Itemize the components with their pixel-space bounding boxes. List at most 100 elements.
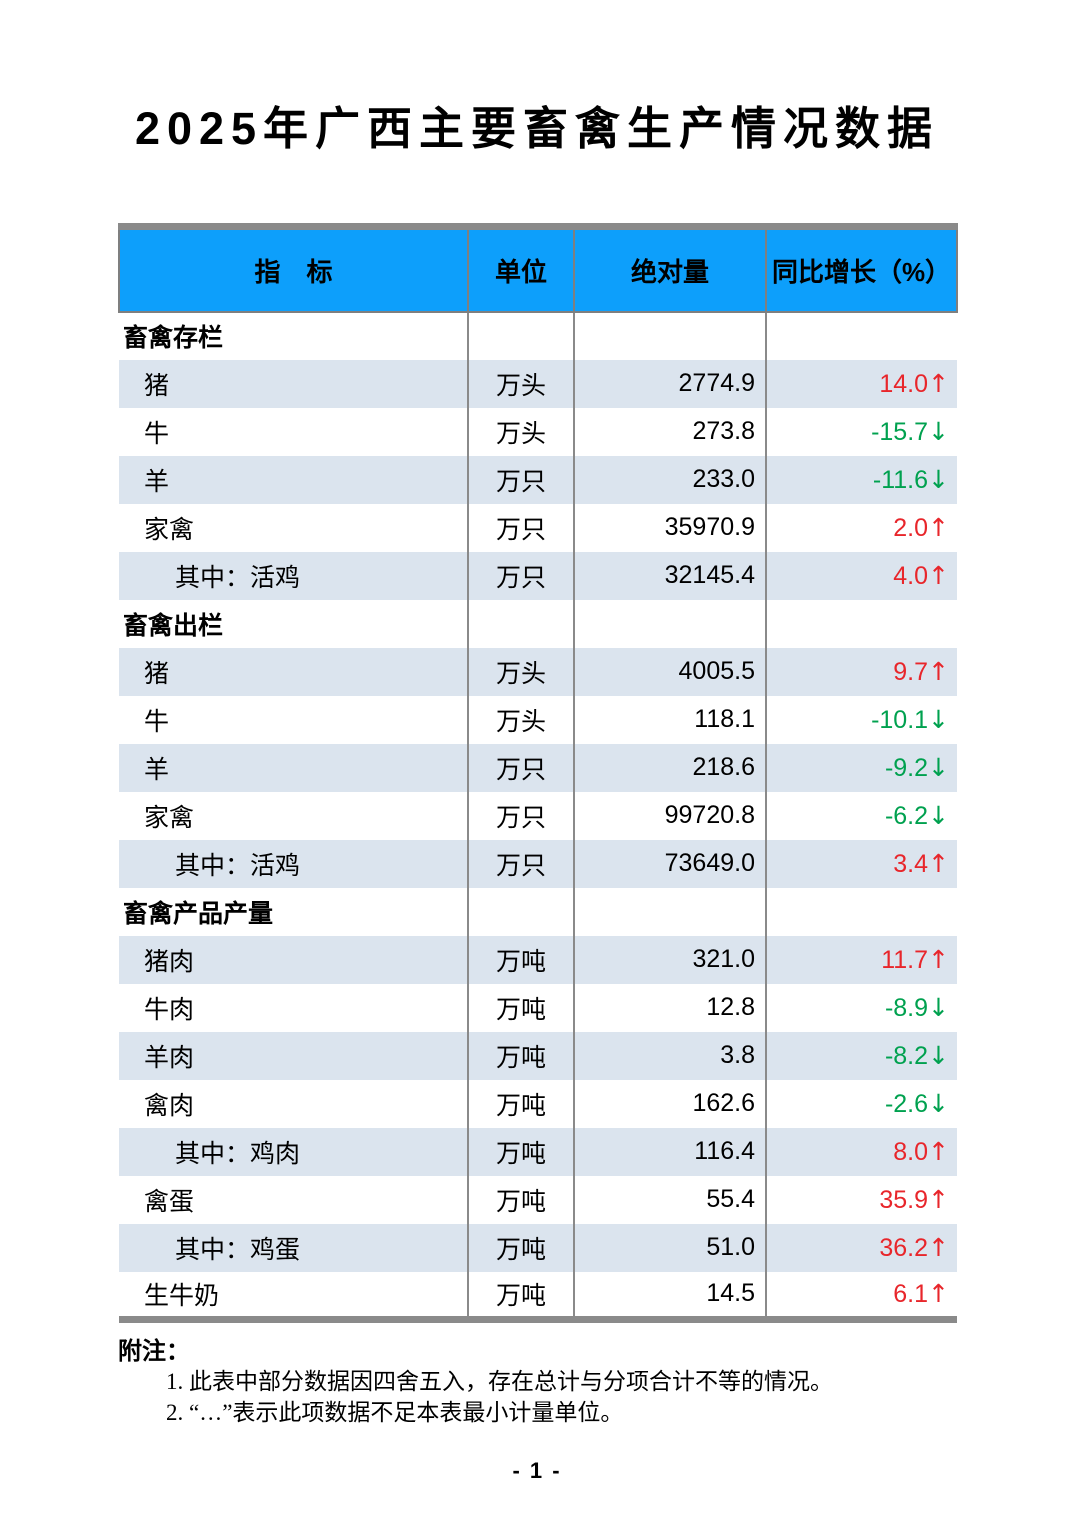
table-row: 牛肉 万吨 12.8 -8.9↓: [119, 983, 957, 1032]
growth-cell: -2.6↓: [765, 1079, 957, 1128]
value-cell: [573, 599, 766, 648]
value-cell: 35970.9: [573, 503, 766, 552]
unit-cell: 万头: [467, 695, 574, 744]
growth-cell: 14.0↑: [765, 359, 957, 408]
header-absolute: 绝对量: [573, 226, 767, 313]
unit-cell: [467, 311, 574, 360]
unit-cell: [467, 599, 574, 648]
unit-cell: 万只: [467, 503, 574, 552]
indicator-cell: 羊: [119, 743, 468, 792]
table-row: 其中：活鸡 万只 73649.0 3.4↑: [119, 839, 957, 888]
indicator-cell: 禽蛋: [144, 1187, 195, 1216]
unit-cell: 万只: [467, 551, 574, 600]
unit-cell: 万头: [467, 407, 574, 456]
indicator-cell: 畜禽产品产量: [123, 899, 274, 928]
arrow-up-icon: ↑: [928, 1278, 949, 1308]
footnotes-label: 附注：: [118, 1339, 190, 1365]
indicator-cell: 其中：活鸡: [119, 839, 468, 888]
unit-cell: 万吨: [467, 1079, 574, 1128]
value-cell: 14.5: [573, 1271, 766, 1320]
table-row: 禽蛋 万吨 55.4 35.9↑: [119, 1175, 957, 1224]
indicator-cell: 猪肉: [119, 935, 468, 984]
value-cell: 162.6: [573, 1079, 766, 1128]
indicator-cell: 牛: [144, 707, 170, 736]
value-cell: 4005.5: [573, 647, 766, 696]
arrow-up-icon: ↑: [928, 368, 949, 398]
growth-cell: 8.0↑: [765, 1127, 957, 1176]
value-cell: 32145.4: [573, 551, 766, 600]
section-row: 畜禽出栏: [119, 599, 957, 648]
unit-cell: 万吨: [467, 1031, 574, 1080]
indicator-cell: 禽肉: [144, 1091, 195, 1120]
unit-cell: 万只: [467, 791, 574, 840]
unit-cell: [467, 887, 574, 936]
table-header: 指 标 单位 绝对量 同比增长（%）: [118, 226, 958, 313]
arrow-up-icon: ↑: [928, 656, 949, 686]
value-cell: 73649.0: [573, 839, 766, 888]
arrow-down-icon: ↓: [928, 1040, 949, 1070]
unit-cell: 万吨: [467, 983, 574, 1032]
arrow-up-icon: ↑: [928, 512, 949, 542]
growth-cell: -15.7↓: [765, 407, 957, 456]
value-cell: 99720.8: [573, 791, 766, 840]
growth-cell: -8.9↓: [765, 983, 957, 1032]
arrow-down-icon: ↓: [928, 416, 949, 446]
growth-cell: -6.2↓: [765, 791, 957, 840]
unit-cell: 万吨: [467, 1127, 574, 1176]
unit-cell: 万头: [467, 359, 574, 408]
arrow-down-icon: ↓: [928, 464, 949, 494]
growth-cell: [765, 599, 957, 648]
table-row: 猪万头 2774.9 14.0↑: [119, 359, 957, 408]
value-cell: 116.4: [573, 1127, 766, 1176]
arrow-up-icon: ↑: [928, 1184, 949, 1214]
growth-cell: 11.7↑: [765, 935, 957, 984]
unit-cell: 万只: [467, 743, 574, 792]
table-row: 羊万只 218.6 -9.2↓: [119, 743, 957, 792]
value-cell: [573, 887, 766, 936]
value-cell: 51.0: [573, 1223, 766, 1272]
arrow-up-icon: ↑: [928, 1136, 949, 1166]
arrow-up-icon: ↑: [928, 848, 949, 878]
growth-cell: -9.2↓: [765, 743, 957, 792]
arrow-up-icon: ↑: [928, 1232, 949, 1262]
growth-cell: 4.0↑: [765, 551, 957, 600]
table-row: 羊肉 万吨 3.8 -8.2↓: [119, 1031, 957, 1080]
table-row: 生牛奶 万吨 14.5 6.1↑: [119, 1271, 957, 1320]
indicator-cell: 羊: [119, 455, 468, 504]
value-cell: 233.0: [573, 455, 766, 504]
value-cell: 218.6: [573, 743, 766, 792]
footnote-item: 2. “…”表示此项数据不足本表最小计量单位。: [166, 1400, 624, 1425]
table-row: 牛 万头 118.1 -10.1↓: [119, 695, 957, 744]
unit-cell: 万吨: [467, 1271, 574, 1320]
table-row: 牛 万头 273.8 -15.7↓: [119, 407, 957, 456]
indicator-cell: 生牛奶: [144, 1281, 220, 1310]
unit-cell: 万吨: [467, 1223, 574, 1272]
table-row: 其中：鸡蛋 万吨 51.0 36.2↑: [119, 1223, 957, 1272]
value-cell: 321.0: [573, 935, 766, 984]
value-cell: 3.8: [573, 1031, 766, 1080]
arrow-down-icon: ↓: [928, 704, 949, 734]
indicator-cell: 其中：活鸡: [119, 551, 468, 600]
footnote-item: 1. 此表中部分数据因四舍五入，存在总计与分项合计不等的情况。: [166, 1369, 833, 1394]
indicator-cell: 羊肉: [119, 1031, 468, 1080]
arrow-up-icon: ↑: [928, 560, 949, 590]
growth-cell: -8.2↓: [765, 1031, 957, 1080]
unit-cell: 万吨: [467, 1175, 574, 1224]
indicator-cell: 畜禽出栏: [123, 611, 224, 640]
indicator-cell: 其中：鸡肉: [119, 1127, 468, 1176]
header-unit: 单位: [467, 226, 575, 313]
indicator-cell: 牛: [144, 419, 170, 448]
indicator-cell: 家禽: [144, 803, 195, 832]
growth-cell: 36.2↑: [765, 1223, 957, 1272]
footnotes: 附注： 1. 此表中部分数据因四舍五入，存在总计与分项合计不等的情况。 2. “……: [118, 1331, 958, 1428]
growth-cell: [765, 887, 957, 936]
indicator-cell: 牛肉: [144, 995, 195, 1024]
header-row: 指 标 单位 绝对量 同比增长（%）: [118, 226, 958, 313]
table-row: 其中：活鸡 万只 32145.4 4.0↑: [119, 551, 957, 600]
growth-cell: 3.4↑: [765, 839, 957, 888]
value-cell: [573, 311, 766, 360]
unit-cell: 万只: [467, 839, 574, 888]
table-row: 家禽 万只 35970.9 2.0↑: [119, 503, 957, 552]
unit-cell: 万头: [467, 647, 574, 696]
